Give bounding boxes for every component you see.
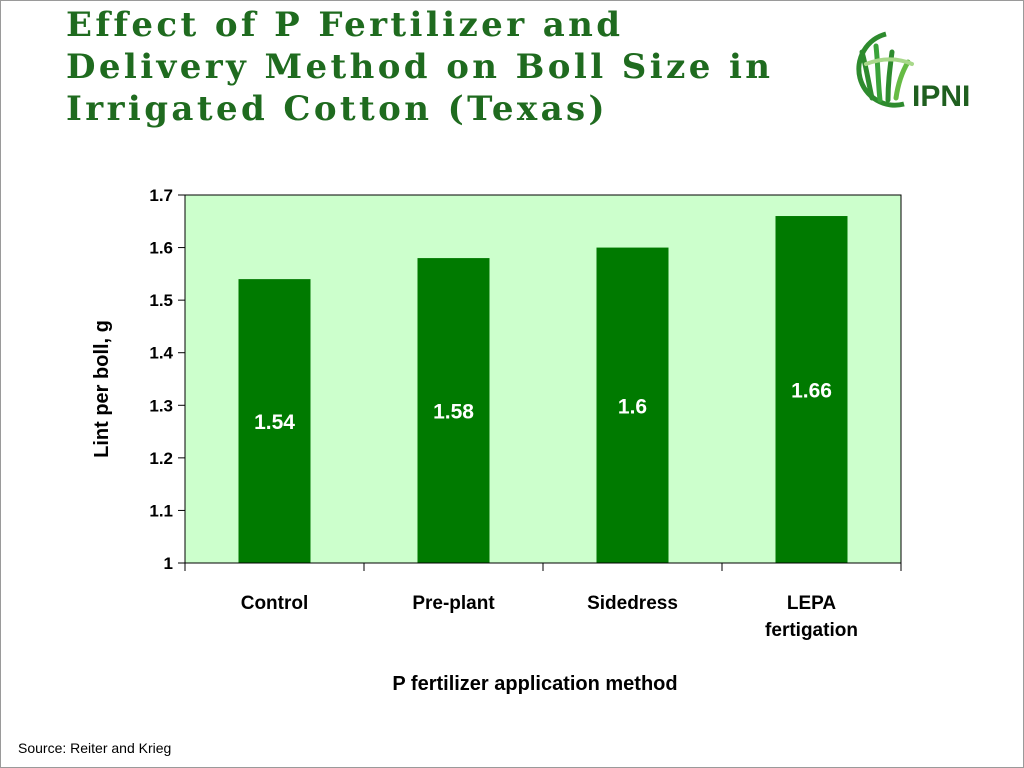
bar-3 [596, 247, 669, 564]
y-tick-label-4: 1.3 [149, 396, 173, 415]
data-label-3: 1.6 [618, 395, 647, 418]
logo-emblem-icon [856, 31, 914, 108]
bar-4 [775, 216, 848, 563]
x-tick-label-2: Pre-plant [412, 593, 495, 614]
data-label-2: 1.58 [433, 401, 474, 424]
ipni-logo: IPNI [856, 31, 970, 113]
x-axis-title: P fertilizer application method [392, 673, 677, 695]
x-tick-label-4: LEPA fertigation [765, 593, 858, 641]
y-tick-label-5: 1.4 [149, 344, 173, 363]
slide-title: Effect of P Fertilizer and Delivery Meth… [66, 5, 774, 129]
x-tick-label-1: Control [241, 593, 309, 614]
y-tick-label-1: 1 [164, 554, 173, 573]
y-tick-label-8: 1.7 [149, 186, 173, 205]
bar-1 [238, 279, 311, 563]
source-note: Source: Reiter and Krieg [18, 740, 172, 756]
y-tick-label-7: 1.6 [149, 239, 173, 258]
y-tick-label-6: 1.5 [149, 291, 173, 310]
bar-2 [417, 258, 490, 563]
logo-text: IPNI [912, 80, 970, 113]
y-tick-label-2: 1.1 [149, 501, 173, 520]
data-label-4: 1.66 [791, 380, 832, 403]
x-tick-label-3: Sidedress [587, 593, 678, 614]
y-tick-label-3: 1.2 [149, 449, 173, 468]
y-axis-title: Lint per boll, g [91, 320, 113, 458]
data-label-1: 1.54 [254, 411, 295, 434]
